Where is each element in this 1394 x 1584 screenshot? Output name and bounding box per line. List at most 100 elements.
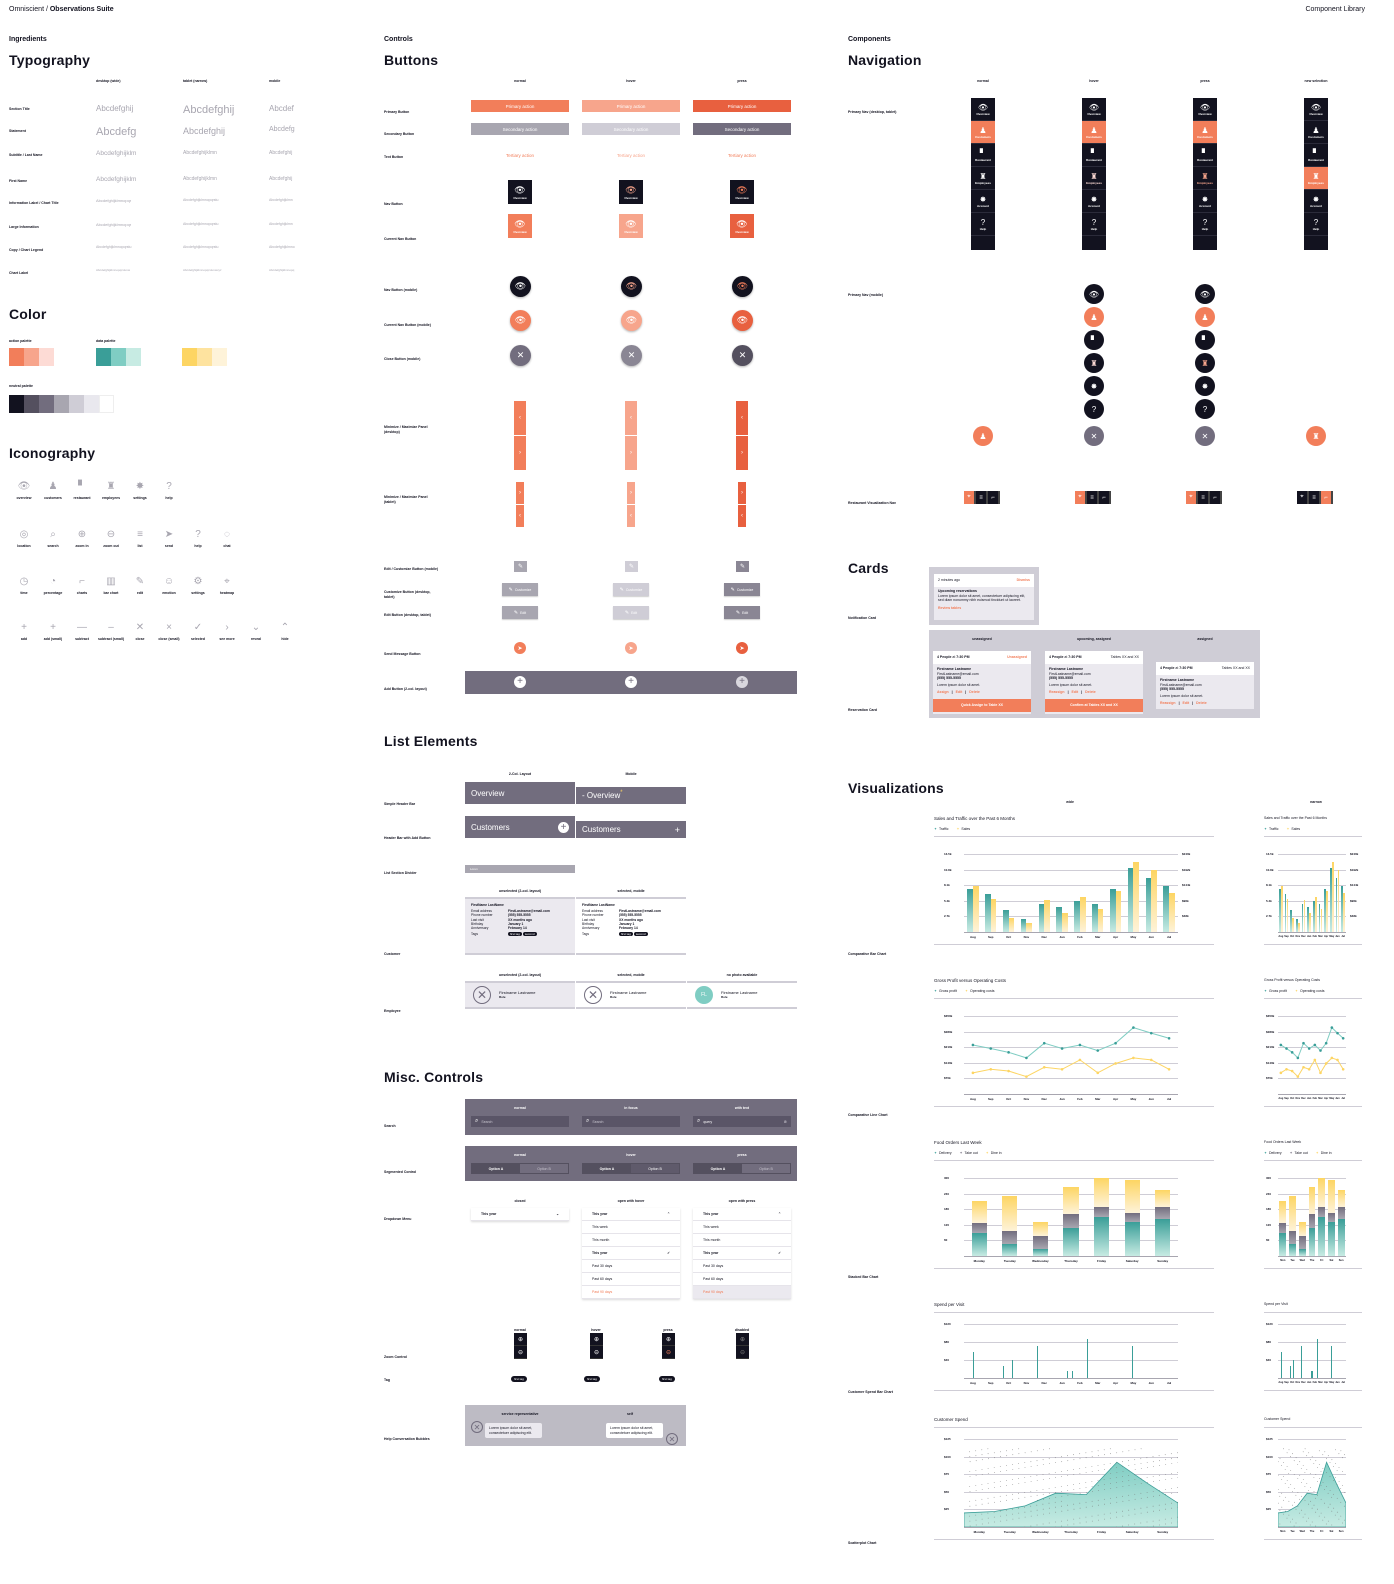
mobile-nav-employees[interactable]: ♜ bbox=[1084, 353, 1104, 373]
mobile-nav-restaurant[interactable]: ▘ bbox=[1084, 330, 1104, 350]
current-nav-button-mobile[interactable]: 👁 bbox=[732, 310, 753, 331]
mobile-nav-restaurant[interactable]: ▘ bbox=[1195, 330, 1215, 350]
maximize-panel-button[interactable]: › bbox=[625, 436, 637, 470]
nav-item-account[interactable]: ✸ Account bbox=[971, 190, 995, 213]
nav-item-overview[interactable]: 👁 Overview bbox=[1193, 98, 1217, 121]
dropdown-option[interactable]: This year ✓ bbox=[582, 1247, 680, 1260]
delete-link[interactable]: Delete bbox=[1085, 690, 1096, 694]
dismiss-link[interactable]: Dismiss bbox=[1016, 578, 1030, 583]
minimize-panel-button-tablet[interactable]: ‹ bbox=[738, 505, 746, 527]
mobile-nav-account[interactable]: ✸ bbox=[1084, 376, 1104, 396]
nav-item-help[interactable]: ? Help bbox=[1082, 213, 1106, 236]
viz-nav-charts[interactable]: ⌐ bbox=[1099, 491, 1111, 504]
search-input[interactable]: ⌕ query ⊗ bbox=[693, 1116, 791, 1127]
current-nav-button-mobile[interactable]: 👁 bbox=[621, 310, 642, 331]
primary-button[interactable]: Primary action bbox=[582, 100, 680, 112]
reservation-card[interactable]: 4 People at 7:30 PM Unassigned Firstname L… bbox=[933, 651, 1031, 714]
dropdown-selected[interactable]: This year ⌃ bbox=[693, 1208, 791, 1221]
review-link[interactable]: Review tables bbox=[938, 605, 962, 610]
mobile-nav-help[interactable]: ? bbox=[1195, 399, 1215, 419]
dropdown-selected[interactable]: This year ⌃ bbox=[582, 1208, 680, 1221]
maximize-panel-button-tablet[interactable]: › bbox=[627, 482, 635, 504]
zoom-in-button[interactable]: ⊕ bbox=[590, 1333, 603, 1346]
nav-item-restaurant[interactable]: ▘ Restaurant bbox=[1082, 144, 1106, 167]
viz-nav-heatmap[interactable]: ⌖ bbox=[1075, 491, 1087, 504]
viz-nav-list[interactable]: ≡ bbox=[976, 491, 988, 504]
viz-nav-list[interactable]: ≡ bbox=[1309, 491, 1321, 504]
nav-item-help[interactable]: ? Help bbox=[971, 213, 995, 236]
tag[interactable]: first tag bbox=[511, 1376, 527, 1382]
minimize-panel-button[interactable]: ‹ bbox=[514, 401, 526, 435]
nav-item-restaurant[interactable]: ▘ Restaurant bbox=[971, 144, 995, 167]
add-icon[interactable]: + bbox=[674, 824, 680, 835]
dropdown-menu[interactable]: This year ⌄ bbox=[471, 1208, 569, 1221]
nav-button[interactable]: 👁 Overview bbox=[619, 180, 643, 204]
dropdown-menu[interactable]: This year ⌃ This week This month This year ✓ P… bbox=[582, 1208, 680, 1299]
edit-button-mobile[interactable]: ✎ bbox=[514, 561, 527, 572]
dropdown-menu[interactable]: This year ⌃ This week This month This year ✓ P… bbox=[693, 1208, 791, 1299]
card-cta-button[interactable]: Quick Assign to Table XX bbox=[933, 698, 1031, 712]
assign-link[interactable]: Assign bbox=[937, 690, 949, 694]
dropdown-option[interactable]: Past 30 days bbox=[582, 1260, 680, 1273]
tag[interactable]: first tag bbox=[584, 1376, 600, 1382]
nav-item-account[interactable]: ✸ Account bbox=[1193, 190, 1217, 213]
customer-list-item[interactable]: FirstName LastName Email address FirstLast… bbox=[576, 897, 686, 955]
edit-button[interactable]: ✎ Edit bbox=[613, 606, 649, 619]
maximize-panel-button[interactable]: › bbox=[514, 436, 526, 470]
employee-list-item[interactable]: ✕ Firstname Lastname Role bbox=[576, 981, 686, 1009]
send-message-button[interactable]: ➤ bbox=[514, 642, 526, 654]
nav-item-customers[interactable]: ♟ Customers bbox=[1193, 121, 1217, 144]
customize-button[interactable]: ✎ Customize bbox=[724, 583, 760, 596]
tag[interactable]: first tag bbox=[659, 1376, 675, 1382]
add-button[interactable]: + bbox=[558, 821, 569, 833]
current-nav-button-mobile[interactable]: 👁 bbox=[510, 310, 531, 331]
zoom-out-button[interactable]: ⊖ bbox=[514, 1346, 527, 1359]
search-input[interactable]: ⌕ Search bbox=[582, 1116, 680, 1127]
nav-item-restaurant[interactable]: ▘ Restaurant bbox=[1193, 144, 1217, 167]
customize-button[interactable]: ✎ Customize bbox=[502, 583, 538, 596]
maximize-panel-button[interactable]: › bbox=[736, 436, 748, 470]
dropdown-option[interactable]: Past 90 days bbox=[693, 1286, 791, 1299]
nav-item-overview[interactable]: 👁 Overview bbox=[971, 98, 995, 121]
reservation-card[interactable]: 4 People at 7:30 PM Tables XX and XX First… bbox=[1045, 651, 1143, 714]
nav-item-employees[interactable]: ♜ Employees bbox=[1304, 167, 1328, 190]
zoom-in-button[interactable]: ⊕ bbox=[736, 1333, 749, 1346]
text-button[interactable]: Tertiary action bbox=[727, 153, 756, 158]
nav-button-mobile[interactable]: 👁 bbox=[621, 276, 642, 297]
current-nav-button[interactable]: 👁 Overview bbox=[508, 214, 532, 238]
dropdown-selected[interactable]: This year ⌄ bbox=[471, 1208, 569, 1221]
employee-list-item[interactable]: ✕ Firstname Lastname Role bbox=[465, 981, 575, 1009]
zoom-in-button[interactable]: ⊕ bbox=[662, 1333, 675, 1346]
viz-nav-heatmap[interactable]: ⌖ bbox=[964, 491, 976, 504]
primary-button[interactable]: Primary action bbox=[471, 100, 569, 112]
viz-nav-charts[interactable]: ⌐ bbox=[1210, 491, 1222, 504]
secondary-button[interactable]: Secondary action bbox=[582, 123, 680, 135]
maximize-panel-button-tablet[interactable]: › bbox=[516, 482, 524, 504]
segment-option-a[interactable]: Option A bbox=[583, 1164, 631, 1173]
edit-button-mobile[interactable]: ✎ bbox=[625, 561, 638, 572]
customer-list-item[interactable]: FirstName LastName Email address FirstLast… bbox=[465, 897, 575, 955]
segment-option-a[interactable]: Option A bbox=[694, 1164, 742, 1173]
customize-button[interactable]: ✎ Customize bbox=[613, 583, 649, 596]
text-button[interactable]: Tertiary action bbox=[505, 153, 534, 158]
current-nav-button[interactable]: 👁 Overview bbox=[730, 214, 754, 238]
nav-item-overview[interactable]: 👁 Overview bbox=[1304, 98, 1328, 121]
minimize-panel-button-tablet[interactable]: ‹ bbox=[627, 505, 635, 527]
viz-nav-charts[interactable]: ⌐ bbox=[1321, 491, 1333, 504]
nav-item-help[interactable]: ? Help bbox=[1304, 213, 1328, 236]
segment-option-b[interactable]: Option B bbox=[631, 1164, 679, 1173]
add-button[interactable]: + bbox=[514, 676, 526, 688]
mobile-nav-customers[interactable]: ♟ bbox=[1084, 307, 1104, 327]
dropdown-option[interactable]: This year ✓ bbox=[693, 1247, 791, 1260]
header-bar-overview-mobile[interactable]: - Overview * bbox=[576, 787, 686, 804]
dropdown-option[interactable]: This week bbox=[693, 1221, 791, 1234]
delete-link[interactable]: Delete bbox=[1196, 701, 1207, 705]
reservation-card[interactable]: 4 People at 7:30 PM Tables XX and XX First… bbox=[1156, 662, 1254, 709]
edit-button-mobile[interactable]: ✎ bbox=[736, 561, 749, 572]
nav-item-customers[interactable]: ♟ Customers bbox=[1304, 121, 1328, 144]
dropdown-option[interactable]: Past 60 days bbox=[693, 1273, 791, 1286]
nav-button[interactable]: 👁 Overview bbox=[508, 180, 532, 204]
segment-option-b[interactable]: Option B bbox=[742, 1164, 790, 1173]
nav-item-employees[interactable]: ♜ Employees bbox=[971, 167, 995, 190]
close-button-mobile[interactable]: ✕ bbox=[732, 345, 753, 366]
